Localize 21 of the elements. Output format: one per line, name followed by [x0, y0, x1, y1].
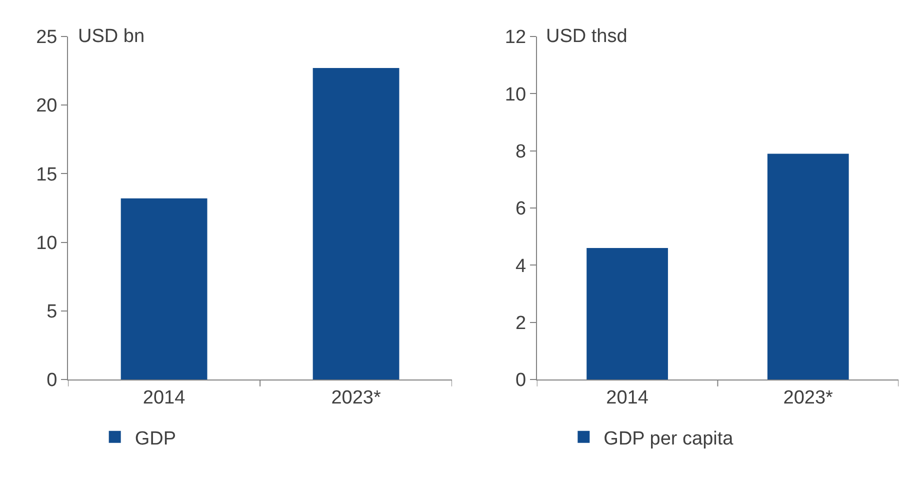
- y-tick-label: 25: [36, 27, 58, 48]
- y-tick-label: 20: [36, 96, 58, 117]
- x-tick-label: 2014: [606, 387, 649, 408]
- x-tick-label: 2023*: [783, 387, 834, 408]
- y-axis-title: USD bn: [78, 26, 145, 47]
- x-tick-label: 2023*: [331, 387, 382, 408]
- legend-label: GDP: [134, 428, 176, 450]
- y-tick-label: 6: [515, 198, 526, 220]
- y-tick-label: 10: [504, 84, 526, 106]
- y-tick-label: 5: [46, 302, 58, 323]
- y-axis-title: USD thsd: [546, 26, 628, 47]
- y-tick-label: 0: [515, 370, 526, 392]
- y-tick-label: 2: [515, 313, 526, 334]
- y-tick-label: 8: [515, 141, 526, 162]
- legend-label: GDP per capita: [604, 428, 734, 450]
- y-tick-label: 12: [504, 27, 526, 48]
- y-tick-label: 4: [515, 256, 526, 277]
- x-tick-label: 2014: [142, 387, 186, 408]
- y-tick-label: 0: [46, 370, 58, 392]
- y-tick-label: 15: [36, 164, 58, 186]
- y-tick-label: 10: [36, 232, 58, 254]
